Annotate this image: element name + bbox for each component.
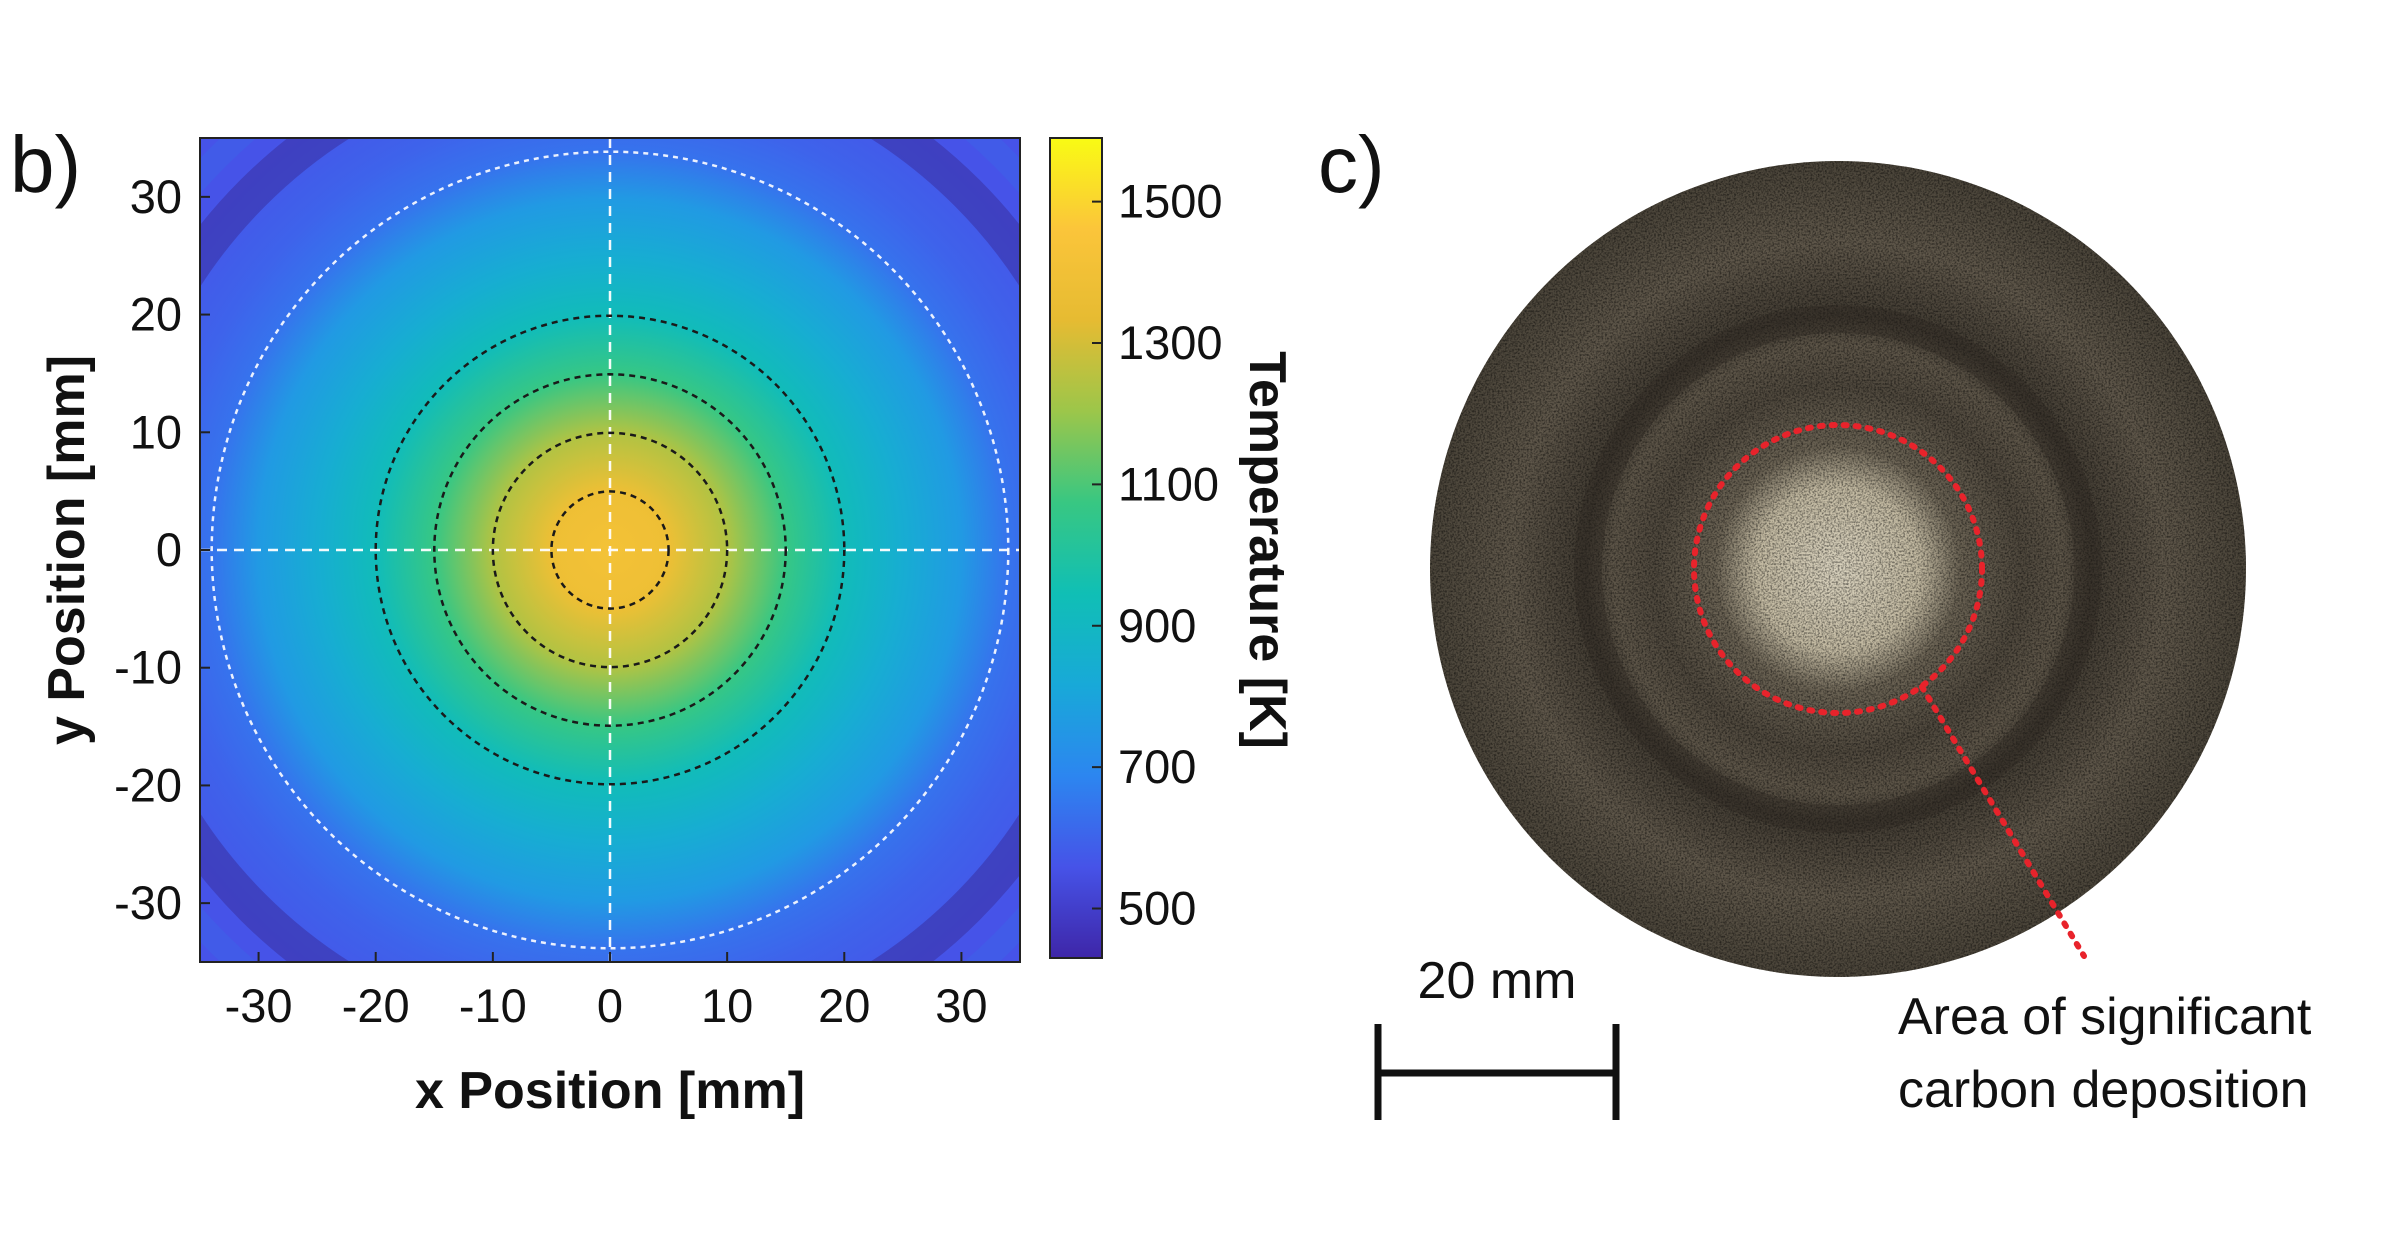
x-tick-label: 10 — [701, 979, 753, 1032]
y-tick-label: 0 — [156, 523, 182, 576]
colorbar-gradient — [1049, 137, 1103, 959]
annotation-line-2: carbon deposition — [1898, 1061, 2309, 1119]
heatmap-plot — [199, 137, 1021, 963]
y-tick-label: 10 — [130, 405, 182, 458]
x-tick-label: 0 — [597, 979, 623, 1032]
x-tick-label: 30 — [935, 979, 987, 1032]
x-tick-label: -20 — [342, 979, 410, 1032]
sample-photo — [1430, 161, 2246, 977]
colorbar-ticks: 1500 1300 1100 900 700 500 — [1092, 175, 1223, 935]
x-axis-label: x Position [mm] — [415, 1062, 805, 1120]
photo-ring-shadow — [1574, 305, 2102, 833]
y-tick-label: 20 — [130, 288, 182, 341]
scale-bar: 20 mm — [1374, 952, 1620, 1120]
contour-circle — [374, 314, 846, 786]
panel-label-b: b) — [10, 120, 81, 209]
y-tick-label: 30 — [130, 170, 182, 223]
contour-circle — [433, 373, 787, 727]
y-axis-ticks: 30 20 10 0 -10 -20 -30 — [114, 170, 210, 929]
colorbar-tick-label: 500 — [1118, 882, 1196, 935]
colorbar: 1500 1300 1100 900 700 500 Temperature [K] — [1049, 137, 1296, 959]
deposition-circle — [1691, 422, 1985, 716]
annotation-line-1: Area of significant — [1898, 988, 2312, 1046]
x-tick-label: -30 — [225, 979, 293, 1032]
y-axis-label: y Position [mm] — [38, 355, 96, 745]
x-axis-ticks: -30 -20 -10 0 10 20 30 — [225, 952, 988, 1032]
scale-bar-label: 20 mm — [1418, 952, 1577, 1010]
y-tick-label: -30 — [114, 876, 182, 929]
colorbar-tick-label: 1500 — [1118, 175, 1223, 228]
overlay-lines — [200, 138, 1020, 962]
outer-boundary-circle — [210, 150, 1010, 950]
y-tick-label: -20 — [114, 758, 182, 811]
contour-circle — [550, 490, 670, 610]
colorbar-tick-label: 1300 — [1118, 316, 1223, 369]
y-tick-label: -10 — [114, 641, 182, 694]
contour-circle — [491, 431, 729, 669]
colorbar-tick-label: 900 — [1118, 599, 1196, 652]
x-tick-label: -10 — [459, 979, 527, 1032]
x-tick-label: 20 — [818, 979, 870, 1032]
photo-grain — [1430, 161, 2246, 977]
colorbar-tick-label: 1100 — [1118, 457, 1219, 510]
panel-label-c: c) — [1318, 120, 1385, 209]
colorbar-tick-label: 700 — [1118, 740, 1196, 793]
annotation-leader-line — [1919, 684, 2087, 959]
colorbar-label: Temperature [K] — [1238, 351, 1296, 749]
